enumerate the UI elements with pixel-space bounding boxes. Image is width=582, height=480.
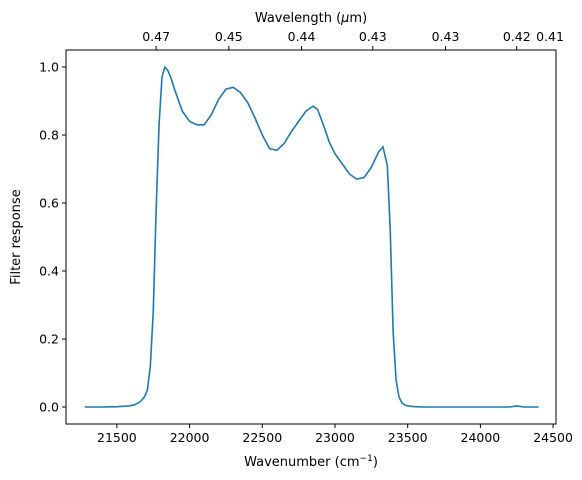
left-axis: 0.0 0.2 0.4 0.6 0.8 1.0 xyxy=(39,60,66,415)
x-tick-label: 23500 xyxy=(388,430,428,445)
x-tick-label: 23000 xyxy=(315,430,355,445)
x-axis-label: Wavenumber (cm−1) xyxy=(244,454,378,470)
top-tick-label: 0.45 xyxy=(215,29,243,44)
top-tick-label: 0.44 xyxy=(288,29,316,44)
top-tick-label: 0.42 xyxy=(503,29,531,44)
plot-frame xyxy=(65,49,557,425)
x-tick-label: 24500 xyxy=(533,430,573,445)
y-tick-label: 0.8 xyxy=(39,128,59,143)
bottom-axis: 21500 22000 22500 23000 23500 24000 24500 xyxy=(97,424,573,445)
mu-symbol: μ xyxy=(340,11,349,26)
top-axis: 0.47 0.45 0.44 0.43 0.43 0.42 0.41 xyxy=(142,29,564,50)
top-tick-label: 0.47 xyxy=(142,29,170,44)
y-tick-label: 0.0 xyxy=(39,400,59,415)
x-tick-label: 22500 xyxy=(242,430,282,445)
top-axis-label: Wavelength (μm) xyxy=(255,11,367,26)
y-tick-label: 1.0 xyxy=(39,60,59,75)
x-axis-label-superscript: −1 xyxy=(360,454,373,464)
x-tick-label: 24000 xyxy=(461,430,501,445)
top-tick-label: 0.43 xyxy=(359,29,387,44)
y-tick-label: 0.2 xyxy=(39,332,59,347)
series-line xyxy=(84,65,539,408)
top-tick-label: 0.41 xyxy=(536,29,564,44)
y-tick-label: 0.4 xyxy=(39,264,59,279)
y-axis-label: Filter response xyxy=(9,189,24,284)
top-tick-label: 0.43 xyxy=(432,29,460,44)
x-tick-label: 21500 xyxy=(97,430,137,445)
y-tick-label: 0.6 xyxy=(39,196,59,211)
x-tick-label: 22000 xyxy=(170,430,210,445)
